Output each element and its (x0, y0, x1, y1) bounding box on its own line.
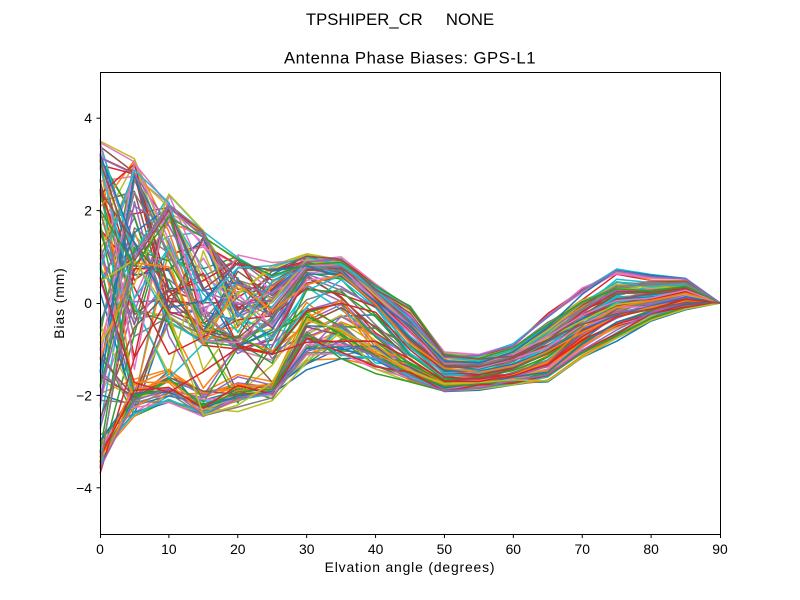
svg-text:4: 4 (84, 110, 92, 126)
svg-text:Elvation angle (degrees): Elvation angle (degrees) (325, 559, 496, 575)
svg-text:40: 40 (368, 541, 384, 557)
svg-text:30: 30 (299, 541, 315, 557)
svg-text:−2: −2 (76, 387, 92, 403)
svg-text:10: 10 (161, 541, 177, 557)
svg-text:Antenna Phase Biases: GPS-L1: Antenna Phase Biases: GPS-L1 (284, 49, 536, 68)
svg-text:50: 50 (437, 541, 453, 557)
svg-text:2: 2 (84, 203, 92, 219)
svg-text:−4: −4 (76, 480, 92, 496)
svg-text:20: 20 (230, 541, 246, 557)
svg-text:0: 0 (96, 541, 104, 557)
svg-text:60: 60 (506, 541, 522, 557)
svg-text:TPSHIPER_CR NONE: TPSHIPER_CR NONE (306, 10, 494, 29)
svg-text:0: 0 (84, 295, 92, 311)
svg-text:90: 90 (712, 541, 728, 557)
svg-text:Bias (mm): Bias (mm) (51, 267, 67, 338)
svg-text:80: 80 (643, 541, 659, 557)
svg-text:70: 70 (574, 541, 590, 557)
